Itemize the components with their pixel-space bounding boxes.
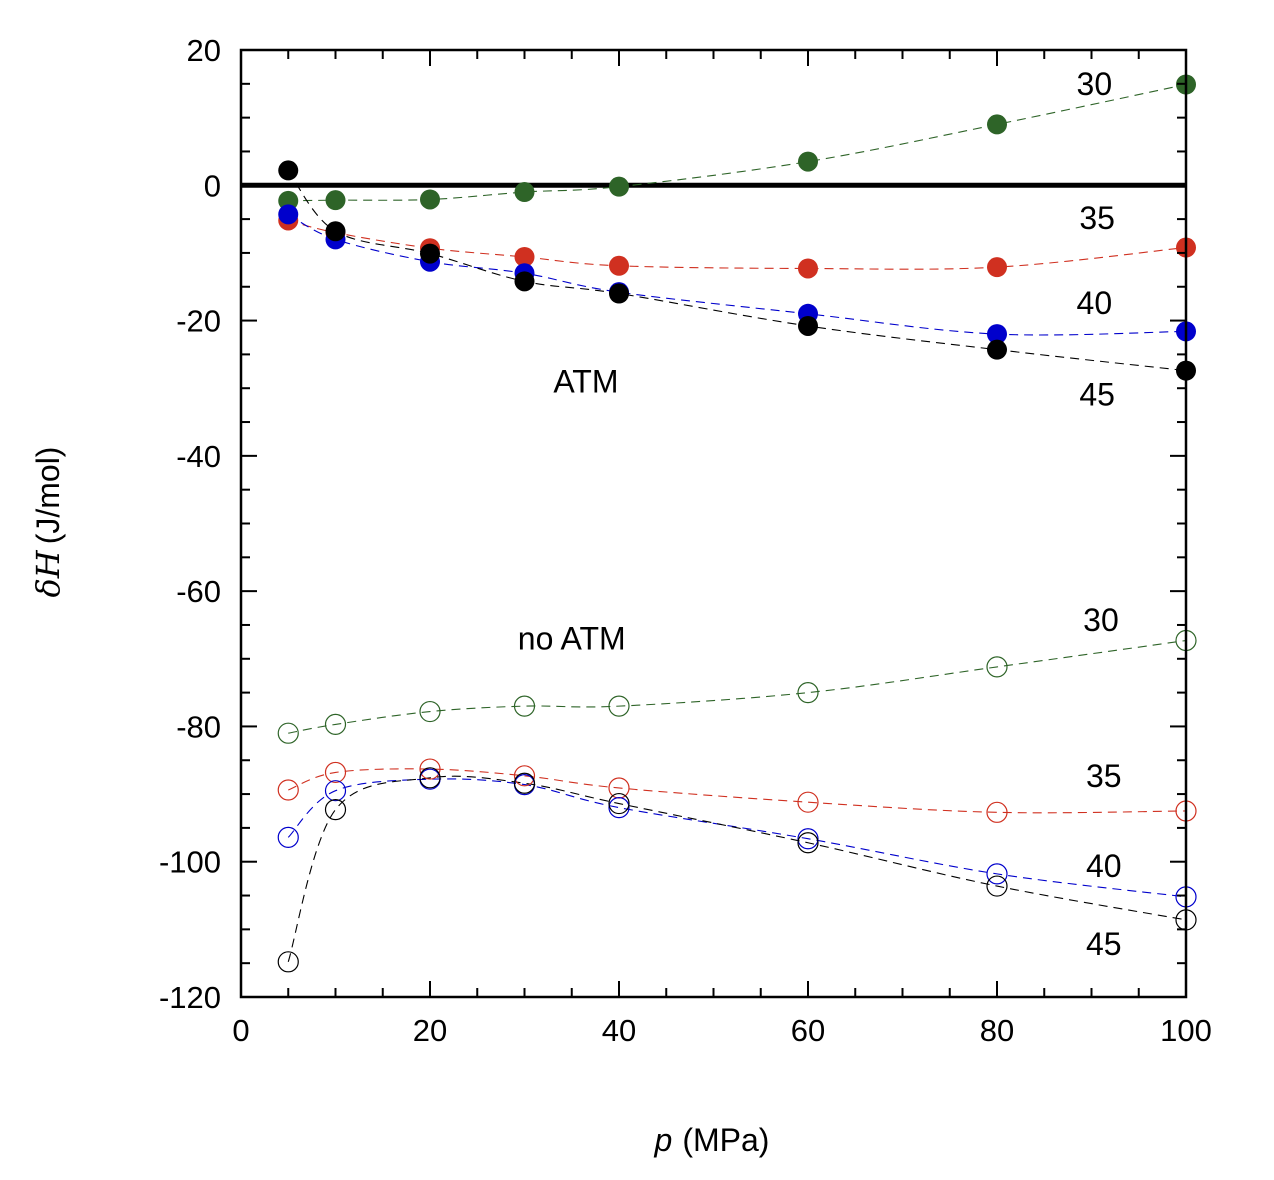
y-tick-label: -120: [159, 980, 221, 1015]
temperature-annotation: 30: [1083, 602, 1119, 638]
group-annotation: ATM: [553, 363, 618, 399]
data-point-no-atm-40: [277, 826, 299, 848]
data-point-no-atm-45: [608, 792, 630, 815]
series-lines: [287, 83, 1187, 962]
annotations: ATM no ATM 30 35 40 45 30 35 40 45: [518, 66, 1122, 962]
data-point-atm-30: [514, 182, 535, 203]
temperature-annotation: 30: [1077, 66, 1113, 102]
temperature-annotation: 40: [1086, 848, 1122, 884]
temperature-annotation: 35: [1079, 200, 1115, 236]
tick-labels: 0 20 40 60 80 100 20 0 -20 -40 -60 -80 -100 -120: [159, 33, 1212, 1048]
temperature-annotation: 35: [1086, 758, 1122, 794]
data-point-no-atm-35: [986, 801, 1008, 823]
data-point-no-atm-30: [419, 700, 441, 723]
x-tick-label: 40: [602, 1013, 636, 1048]
x-tick-label: 20: [413, 1013, 447, 1048]
series-line-atm-40: [287, 213, 1187, 336]
data-point-no-atm-45: [513, 772, 536, 794]
y-axis-title-unit: (J/mol): [30, 447, 66, 545]
data-point-atm-45: [798, 315, 818, 336]
data-point-atm-45: [420, 243, 440, 264]
temperature-annotation: 45: [1086, 926, 1122, 962]
y-axis-title-variable: H: [29, 549, 67, 579]
data-point-no-atm-30: [513, 695, 536, 717]
data-point-no-atm-30: [324, 713, 347, 735]
data-point-atm-30: [325, 190, 346, 211]
data-point-atm-45: [987, 339, 1007, 360]
data-point-no-atm-40: [797, 828, 819, 850]
data-point-no-atm-35: [324, 761, 347, 784]
data-point-atm-30: [987, 114, 1007, 135]
x-tick-label: 100: [1160, 1013, 1212, 1048]
plot-frame: [239, 48, 1188, 999]
data-point-no-atm-40: [324, 780, 347, 802]
data-point-no-atm-40: [986, 863, 1008, 885]
series-line-no-atm-45: [287, 775, 1187, 962]
series-line-no-atm-40: [287, 778, 1187, 898]
data-point-no-atm-45: [986, 875, 1008, 897]
y-tick-label: 20: [187, 33, 221, 68]
data-point-no-atm-30: [608, 695, 630, 717]
group-annotation: no ATM: [518, 620, 626, 656]
y-tick-label: -80: [176, 709, 221, 744]
y-axis-title-prefix: δ: [29, 578, 67, 597]
data-point-atm-30: [798, 151, 818, 172]
data-point-atm-45: [278, 160, 299, 181]
temperature-annotation: 45: [1079, 376, 1115, 412]
data-point-atm-45: [609, 283, 629, 304]
data-point-atm-35: [514, 246, 535, 267]
data-point-no-atm-35: [277, 779, 299, 801]
temperature-annotation: 40: [1077, 285, 1113, 321]
x-tick-label: 60: [791, 1013, 825, 1048]
data-point-no-atm-40: [608, 796, 630, 819]
data-point-atm-40: [987, 324, 1007, 345]
data-point-no-atm-35: [419, 758, 441, 780]
data-point-atm-35: [609, 255, 629, 276]
y-tick-label: -20: [176, 304, 221, 339]
data-point-no-atm-45: [797, 832, 819, 854]
x-tick-label: 0: [232, 1013, 249, 1048]
series-line-no-atm-30: [288, 639, 1187, 734]
data-point-atm-35: [987, 257, 1007, 278]
data-point-atm-30: [420, 189, 440, 210]
y-tick-label: -100: [159, 845, 221, 880]
data-point-atm-30: [609, 176, 629, 197]
x-axis-title: p (MPa): [654, 1122, 770, 1158]
x-axis-title-variable: p: [654, 1122, 673, 1158]
data-point-no-atm-45: [324, 799, 347, 821]
data-point-no-atm-45: [419, 767, 441, 789]
data-point-atm-45: [325, 221, 346, 242]
data-point-no-atm-35: [797, 791, 819, 813]
data-point-no-atm-30: [986, 656, 1008, 678]
axes: [239, 48, 1188, 999]
data-point-no-atm-45: [277, 951, 299, 973]
data-point-atm-35: [798, 258, 818, 279]
y-tick-label: 0: [204, 168, 221, 203]
data-point-no-atm-35: [513, 765, 536, 787]
x-axis-title-unit: (MPa): [682, 1122, 769, 1158]
y-tick-label: -60: [176, 574, 221, 609]
data-point-atm-40: [278, 204, 299, 225]
data-point-no-atm-30: [277, 722, 299, 744]
x-tick-label: 80: [980, 1013, 1014, 1048]
y-axis-title: δH (J/mol): [29, 447, 67, 598]
data-point-atm-45: [514, 271, 535, 292]
series-markers: [277, 74, 1197, 973]
y-tick-label: -40: [176, 439, 221, 474]
data-point-no-atm-30: [797, 682, 819, 704]
series-line-no-atm-35: [288, 768, 1187, 814]
